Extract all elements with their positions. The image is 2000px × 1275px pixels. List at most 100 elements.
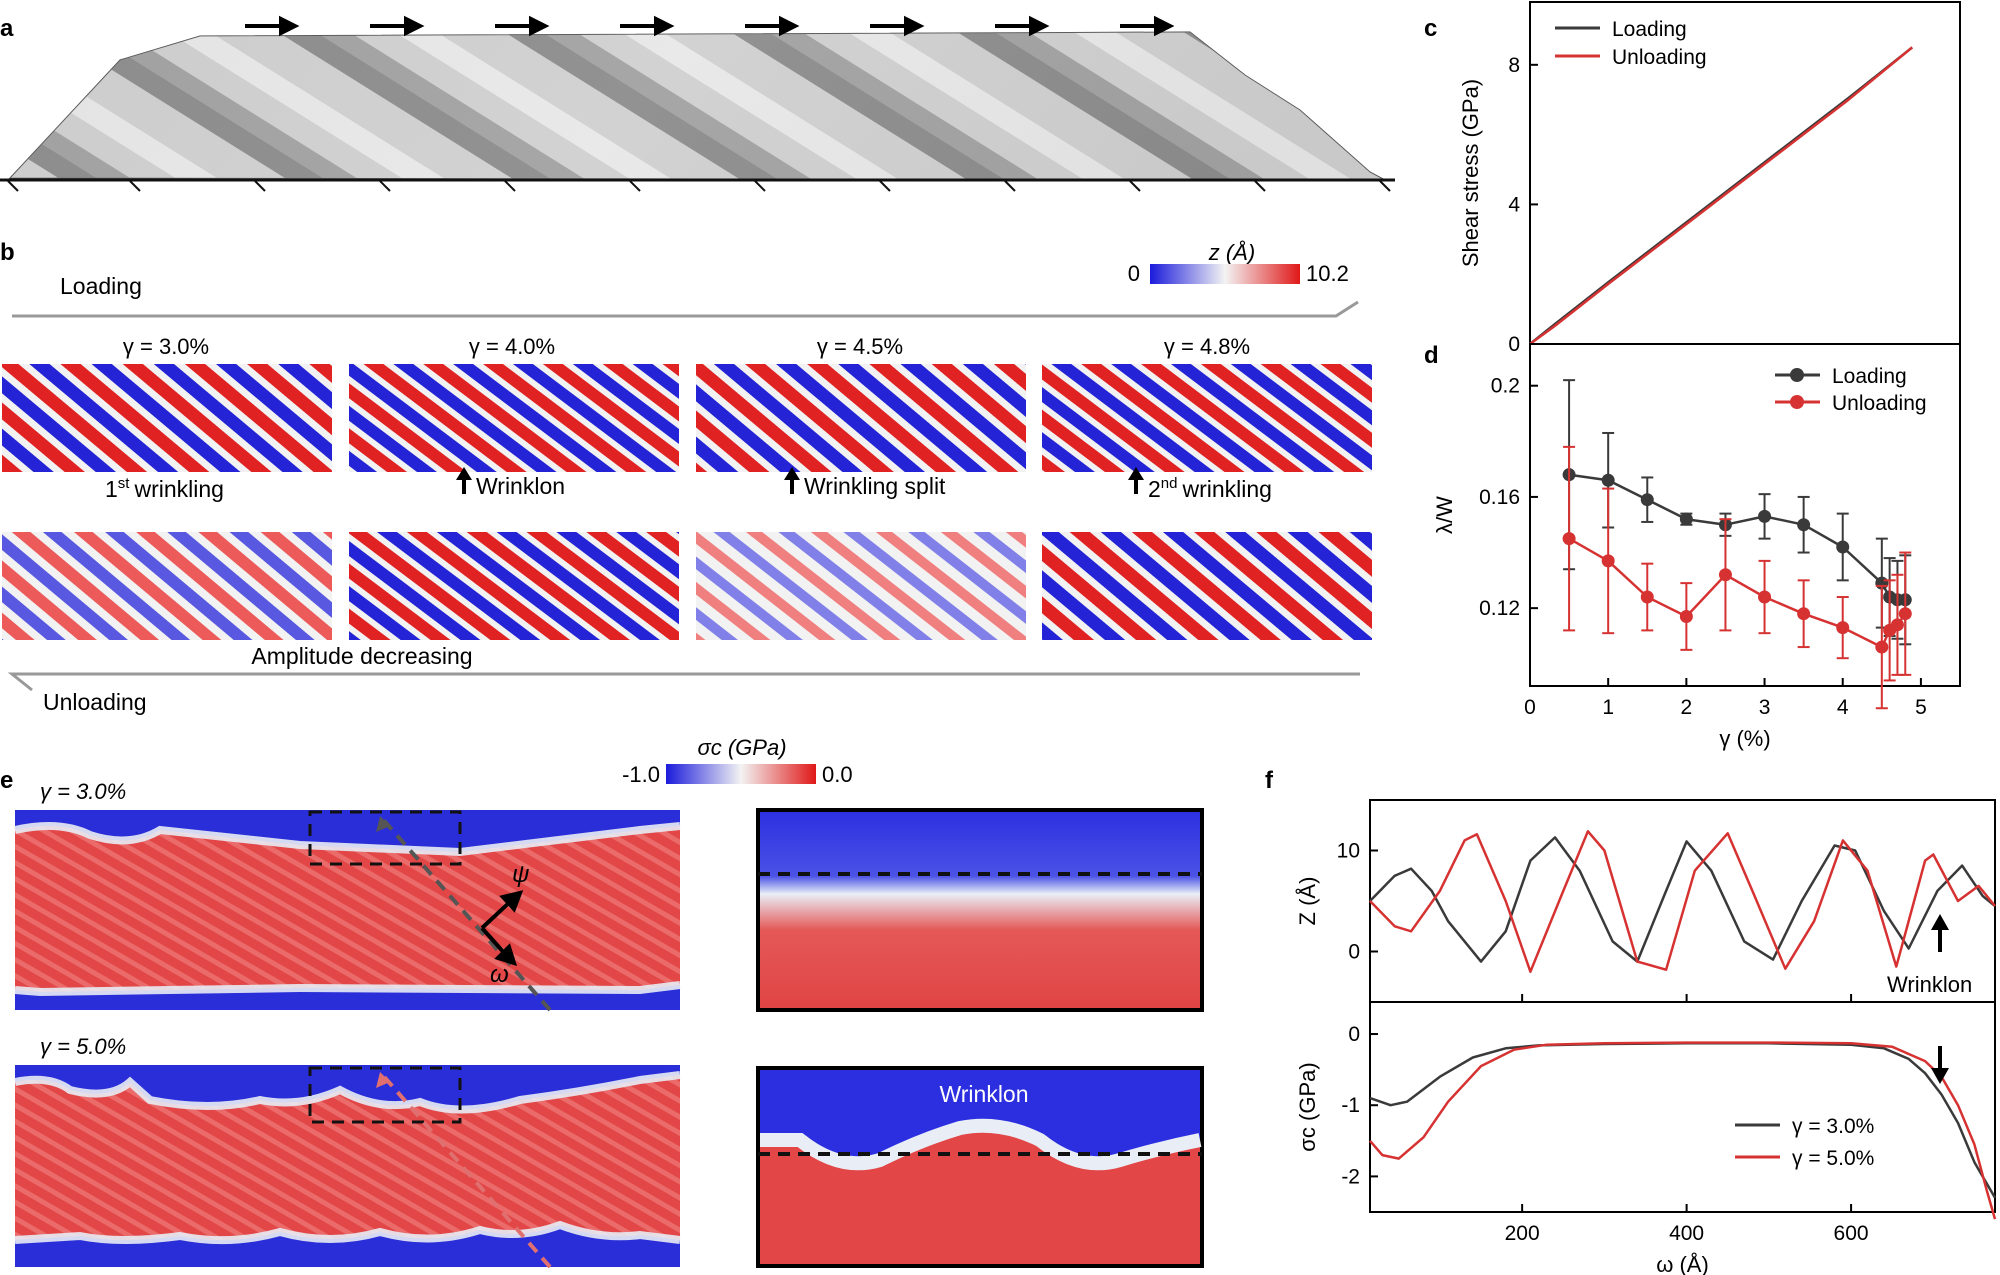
caption-second-wrinkling: 2nd wrinkling [1148, 475, 1272, 502]
unloading-arrow-line [7, 672, 1360, 692]
height-map [696, 532, 1026, 640]
line-gamma-3 [1369, 1042, 1997, 1199]
x-axis-label: γ (%) [1719, 726, 1770, 751]
strain-label: γ = 4.0% [469, 334, 555, 359]
line-unloading [1568, 537, 1907, 649]
height-map [349, 364, 679, 472]
colorbar-z-min: 0 [1128, 261, 1140, 286]
unloading-maps [2, 532, 1372, 640]
up-arrow-icon [1931, 914, 1949, 952]
line-gamma-3 [1369, 836, 1996, 963]
y-axis-label: σc (GPa) [1295, 1062, 1320, 1151]
plot-frame [1369, 1001, 1996, 1213]
axis-omega-label: ω [490, 961, 509, 988]
shear-arrow-icon [245, 15, 300, 37]
panel-label-d: d [1424, 342, 1439, 369]
y-tick-label: 10 [1337, 840, 1360, 863]
panel-a-clamp-ticks [7, 180, 1391, 192]
zoom-map-top [756, 808, 1204, 1012]
data-point [1890, 618, 1904, 632]
legend-label: Loading [1832, 365, 1907, 388]
wrinklon-label: Wrinklon [1887, 972, 1972, 997]
psi-arrow-icon [480, 890, 524, 930]
y-tick-label: 4 [1508, 193, 1520, 216]
x-tick-label: 200 [1505, 1222, 1540, 1245]
loading-captions: 1st wrinkling Wrinklon Wrinkling split 2n… [105, 467, 1272, 502]
plot-frame [1529, 343, 1961, 687]
data-point [1601, 473, 1615, 487]
y-tick-label: -1 [1341, 1094, 1360, 1117]
colorbar-stress-title: σc (GPa) [697, 735, 786, 760]
shear-arrows [245, 15, 1175, 37]
strain-label: γ = 4.5% [817, 334, 903, 359]
data-point [1640, 493, 1654, 507]
x-tick-label: 2 [1681, 696, 1693, 719]
caption-first-wrinkling: 1st wrinkling [105, 475, 224, 502]
data-point [1898, 607, 1912, 621]
y-axis-label: λ/W [1432, 496, 1457, 534]
zoom-wrinklon-label: Wrinklon [939, 1081, 1028, 1107]
strain-label: γ = 3.0% [123, 334, 209, 359]
shear-arrow-icon [620, 15, 675, 37]
caption-wrinkling-split: Wrinkling split [804, 473, 946, 499]
loading-arrow-line [12, 300, 1359, 318]
x-tick-label: 400 [1669, 1222, 1704, 1245]
height-map [1042, 532, 1372, 640]
x-tick-label: 1 [1602, 696, 1614, 719]
x-tick-label: 3 [1759, 696, 1771, 719]
x-tick-label: 0 [1524, 696, 1536, 719]
data-point [1679, 512, 1693, 526]
x-tick-label: 4 [1837, 696, 1849, 719]
strain-labels: γ = 3.0% γ = 4.0% γ = 4.5% γ = 4.8% [123, 334, 1250, 359]
legend-marker [1790, 368, 1804, 382]
legend-label: γ = 3.0% [1792, 1115, 1874, 1138]
panel-a-surface [0, 15, 1395, 192]
zoom-box-bottom [308, 1066, 462, 1124]
y-tick-label: 0.16 [1479, 486, 1520, 509]
up-arrow-icon [1128, 467, 1144, 494]
line-loading [1529, 46, 1913, 345]
legend-label: γ = 5.0% [1792, 1147, 1874, 1170]
x-tick-label: 600 [1834, 1222, 1869, 1245]
panel-label-b: b [0, 239, 15, 266]
colorbar-z-max: 10.2 [1306, 261, 1349, 286]
y-tick-label: 0 [1508, 333, 1520, 356]
data-point [1562, 532, 1576, 546]
x-axis-label: ω (Å) [1656, 1252, 1709, 1275]
amplitude-label: Amplitude decreasing [251, 643, 472, 669]
y-tick-label: 8 [1508, 54, 1520, 77]
panel-label-f: f [1265, 767, 1274, 794]
data-point [1836, 540, 1850, 554]
line-gamma-5 [1369, 830, 1996, 973]
omega-direction-line-top [378, 814, 552, 1012]
colorbar-z-title: z (Å) [1208, 240, 1255, 265]
data-point [1875, 640, 1889, 654]
y-tick-label: 0 [1348, 1023, 1360, 1046]
shear-arrow-icon [745, 15, 800, 37]
shear-arrow-icon [995, 15, 1050, 37]
colorbar-stress-min: -1.0 [622, 762, 660, 787]
y-tick-label: 0.2 [1491, 375, 1520, 398]
data-point [1718, 568, 1732, 582]
data-point [1758, 590, 1772, 604]
omega-direction-line-bottom [378, 1070, 552, 1269]
height-map [2, 364, 332, 472]
loading-maps [2, 364, 1372, 472]
up-arrow-icon [784, 467, 800, 494]
shear-arrow-icon [495, 15, 550, 37]
legend-marker [1790, 395, 1804, 409]
shear-arrow-icon [1120, 15, 1175, 37]
data-point [1797, 607, 1811, 621]
loading-label: Loading [60, 273, 142, 299]
panel-label-e: e [0, 767, 13, 794]
shear-arrow-icon [370, 15, 425, 37]
data-point [1679, 609, 1693, 623]
height-map [1042, 364, 1372, 472]
data-point [1640, 590, 1654, 604]
omega-arrow-icon [480, 926, 518, 967]
y-tick-label: 0 [1348, 941, 1360, 964]
stress-map-top: ψ ω [14, 810, 681, 1012]
y-axis-label: Shear stress (GPa) [1458, 79, 1483, 267]
unloading-label: Unloading [43, 689, 147, 715]
